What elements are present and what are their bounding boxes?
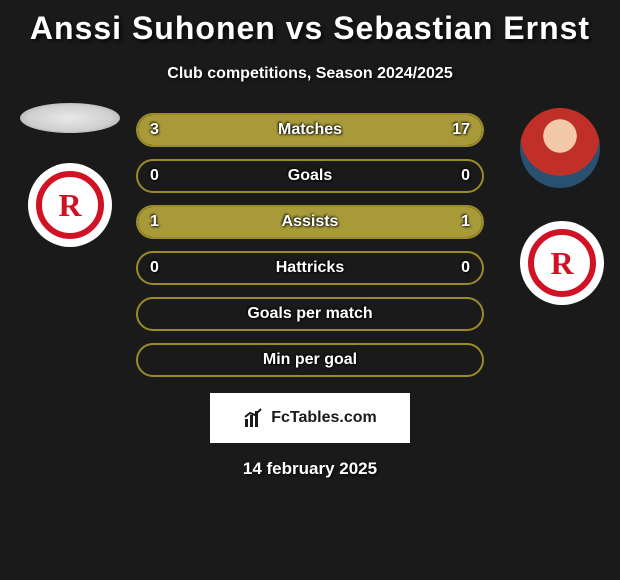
stat-bar: 3 17 Matches bbox=[136, 113, 484, 147]
comparison-subtitle: Club competitions, Season 2024/2025 bbox=[0, 65, 620, 83]
stat-label: Goals bbox=[288, 167, 332, 185]
stat-value-left: 0 bbox=[150, 167, 159, 185]
stat-bar: 0 0 Hattricks bbox=[136, 251, 484, 285]
stat-fill-left bbox=[138, 115, 190, 145]
stat-label: Min per goal bbox=[263, 351, 357, 369]
stat-bars: 3 17 Matches 0 0 Goals 1 1 Assists 0 0 Hattricks Goa… bbox=[136, 113, 484, 377]
stat-value-left: 3 bbox=[150, 121, 159, 139]
footer-badge[interactable]: FcTables.com bbox=[210, 393, 410, 443]
comparison-main: R R 3 17 Matches 0 0 Goals 1 1 Assists 0 0 Hattrick… bbox=[0, 113, 620, 377]
stat-bar: Min per goal bbox=[136, 343, 484, 377]
stat-value-right: 0 bbox=[461, 167, 470, 185]
player-right-photo bbox=[520, 108, 600, 188]
comparison-title: Anssi Suhonen vs Sebastian Ernst bbox=[0, 0, 620, 47]
stat-value-left: 0 bbox=[150, 259, 159, 277]
club-logo-left-ring: R bbox=[36, 171, 104, 239]
club-logo-left: R bbox=[28, 163, 112, 247]
club-logo-right: R bbox=[520, 221, 604, 305]
stat-value-left: 1 bbox=[150, 213, 159, 231]
stat-label: Assists bbox=[282, 213, 339, 231]
stat-bar: 1 1 Assists bbox=[136, 205, 484, 239]
club-logo-right-ring: R bbox=[528, 229, 596, 297]
chart-icon bbox=[243, 407, 265, 429]
stat-label: Matches bbox=[278, 121, 342, 139]
snapshot-date: 14 february 2025 bbox=[0, 459, 620, 479]
club-logo-left-letter: R bbox=[58, 187, 81, 224]
stat-value-right: 0 bbox=[461, 259, 470, 277]
stat-value-right: 1 bbox=[461, 213, 470, 231]
club-logo-right-letter: R bbox=[550, 245, 573, 282]
stat-bar: 0 0 Goals bbox=[136, 159, 484, 193]
player-left-photo bbox=[20, 103, 120, 133]
footer-brand-text: FcTables.com bbox=[271, 409, 377, 427]
stat-label: Hattricks bbox=[276, 259, 344, 277]
stat-value-right: 17 bbox=[452, 121, 470, 139]
stat-label: Goals per match bbox=[247, 305, 372, 323]
stat-bar: Goals per match bbox=[136, 297, 484, 331]
